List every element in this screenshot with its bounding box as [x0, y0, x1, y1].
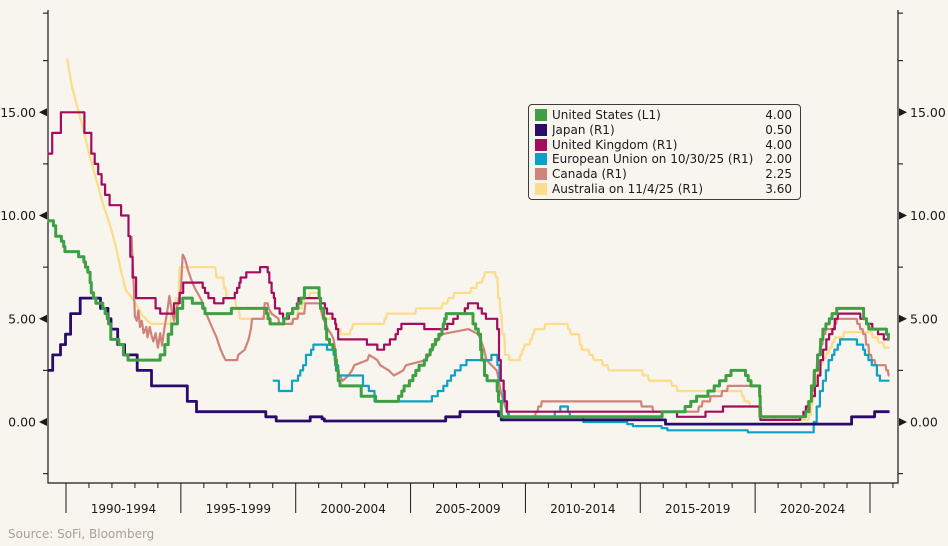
legend-value-australia: 3.60 [765, 181, 792, 196]
legend-label-european-union: European Union on 10/30/25 (R1) [552, 152, 754, 167]
legend-label-japan: Japan (R1) [552, 122, 615, 137]
series-line-european-union [272, 338, 890, 434]
x-axis-group-label: 2010-2014 [550, 502, 615, 516]
x-axis-group-label: 2005-2009 [435, 502, 500, 516]
legend-item-japan: Japan (R1) 0.50 [535, 123, 792, 137]
european-union-swatch [535, 153, 547, 166]
y-axis-right-labels: 0.00 5.00 10.00 15.00 [899, 105, 946, 430]
legend-item-united-states: United States (L1) 4.00 [535, 108, 792, 122]
legend-value-canada: 2.25 [765, 166, 792, 181]
legend-label-united-kingdom: United Kingdom (R1) [552, 137, 678, 152]
series-line-japan [47, 296, 890, 426]
united-states-swatch [535, 109, 547, 122]
canada-swatch [535, 167, 547, 180]
y-tick-label-right: 10.00 [910, 208, 946, 223]
legend-item-united-kingdom: United Kingdom (R1) 4.00 [535, 138, 792, 152]
series-line-united-states [47, 219, 890, 419]
y-tick-label-left: 0.00 [8, 415, 36, 430]
y-axis-minor-ticks [43, 12, 903, 475]
legend-value-united-kingdom: 4.00 [765, 137, 792, 152]
x-axis-group-label: 2000-2004 [320, 502, 385, 516]
legend-item-australia: Australia on 11/4/25 (R1) 3.60 [535, 182, 792, 196]
x-axis-group-label: 2015-2019 [665, 502, 730, 516]
legend-label-united-states: United States (L1) [552, 108, 661, 123]
legend-item-european-union: European Union on 10/30/25 (R1) 2.00 [535, 152, 792, 166]
legend-label-australia: Australia on 11/4/25 (R1) [552, 181, 704, 196]
series-line-canada [130, 236, 890, 418]
legend: United States (L1) 4.00 Japan (R1) 0.50 Unit… [528, 104, 801, 200]
legend-value-united-states: 4.00 [765, 108, 792, 123]
y-tick-label-right: 0.00 [910, 415, 938, 430]
source-text: Source: SoFi, Bloomberg [8, 527, 155, 541]
legend-item-canada: Canada (R1) 2.25 [535, 167, 792, 181]
series-lines [47, 58, 890, 434]
legend-label-canada: Canada (R1) [552, 166, 627, 181]
x-axis-group-label: 1995-1999 [206, 502, 271, 516]
y-tick-label-right: 5.00 [910, 311, 938, 326]
united-kingdom-swatch [535, 138, 547, 151]
x-axis-group-label: 2020-2024 [780, 502, 845, 516]
x-axis-labels: 1990-1994 1995-1999 2000-2004 2005-2009 2010… [91, 502, 846, 516]
japan-swatch [535, 123, 547, 136]
x-axis-group-label: 1990-1994 [91, 502, 156, 516]
y-tick-label-left: 10.00 [0, 208, 36, 223]
y-tick-label-left: 5.00 [8, 311, 36, 326]
australia-swatch [535, 182, 547, 195]
y-axis-left-labels: 0.00 5.00 10.00 15.00 [0, 105, 47, 430]
y-tick-label-left: 15.00 [0, 105, 36, 120]
legend-value-japan: 0.50 [765, 122, 792, 137]
y-tick-label-right: 15.00 [910, 105, 946, 120]
legend-value-european-union: 2.00 [765, 152, 792, 167]
x-axis-ticks [65, 483, 894, 513]
axes [47, 10, 899, 484]
